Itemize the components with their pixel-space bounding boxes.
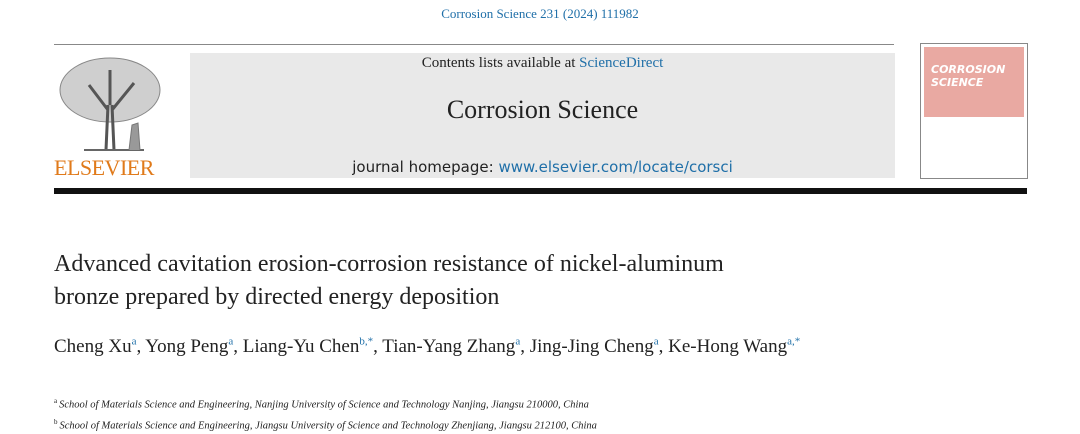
rule: [54, 188, 1027, 194]
author-name[interactable]: Cheng Xu: [54, 336, 132, 358]
author-name[interactable]: Yong Peng: [145, 336, 229, 358]
affiliation-mark: b: [54, 417, 58, 426]
author: Tian-Yang Zhanga: [382, 336, 529, 357]
affiliation: a School of Materials Science and Enginee…: [54, 393, 597, 414]
author-affiliation-mark[interactable]: b,*: [359, 336, 374, 348]
journal-cover[interactable]: [920, 43, 1028, 179]
article-title: Advanced cavitation erosion-corrosion re…: [54, 248, 724, 314]
homepage-prefix: journal homepage:: [352, 158, 494, 176]
homepage-link[interactable]: www.elsevier.com/locate/corsci: [498, 158, 733, 176]
author: Jing-Jing Chenga: [530, 336, 668, 357]
rule: [54, 44, 894, 45]
cover-title: CORROSION SCIENCE: [931, 63, 1006, 89]
affiliation-text: School of Materials Science and Engineer…: [59, 399, 589, 411]
title-line: Advanced cavitation erosion-corrosion re…: [54, 251, 724, 277]
affiliation-text: School of Materials Science and Engineer…: [59, 420, 597, 431]
author: Yong Penga: [145, 336, 242, 357]
affiliation-list: a School of Materials Science and Enginee…: [54, 393, 597, 434]
author: Cheng Xua: [54, 336, 145, 357]
author-affiliation-mark[interactable]: a: [228, 336, 234, 348]
title-line: bronze prepared by directed energy depos…: [54, 284, 500, 310]
contents-line: Contents lists available at ScienceDirec…: [190, 55, 895, 72]
author: Ke-Hong Wanga,*: [668, 336, 800, 357]
author-name[interactable]: Tian-Yang Zhang: [382, 336, 516, 358]
author-affiliation-mark[interactable]: a: [653, 336, 659, 348]
citation[interactable]: Corrosion Science 231 (2024) 111982: [0, 6, 1080, 22]
sciencedirect-link[interactable]: ScienceDirect: [579, 55, 664, 71]
journal-name: Corrosion Science: [446, 95, 639, 124]
author-affiliation-mark[interactable]: a,*: [787, 336, 801, 348]
author-name[interactable]: Jing-Jing Cheng: [529, 336, 654, 358]
author-name[interactable]: Liang-Yu Chen: [242, 336, 360, 358]
publisher: ELSEVIER: [54, 155, 154, 180]
citation-text[interactable]: Corrosion Science 231 (2024) 111982: [441, 6, 639, 21]
contents-prefix: Contents lists available at: [421, 55, 576, 71]
affiliation-mark: a: [54, 397, 58, 405]
journal-banner: [190, 53, 895, 178]
author-affiliation-mark[interactable]: a: [131, 336, 137, 348]
author: Liang-Yu Chenb,*: [243, 336, 383, 357]
homepage-line: journal homepage: www.elsevier.com/locat…: [190, 158, 895, 176]
author-affiliation-mark[interactable]: a: [515, 336, 521, 348]
affiliation: b School of Materials Science and Enginee…: [54, 414, 597, 434]
author-list: Cheng XuaYong PengaLiang-Yu Chenb,*Tian-…: [54, 330, 824, 359]
cover-band: [924, 47, 1024, 117]
author-name[interactable]: Ke-Hong Wang: [668, 336, 788, 358]
elsevier-logo: [59, 57, 161, 151]
